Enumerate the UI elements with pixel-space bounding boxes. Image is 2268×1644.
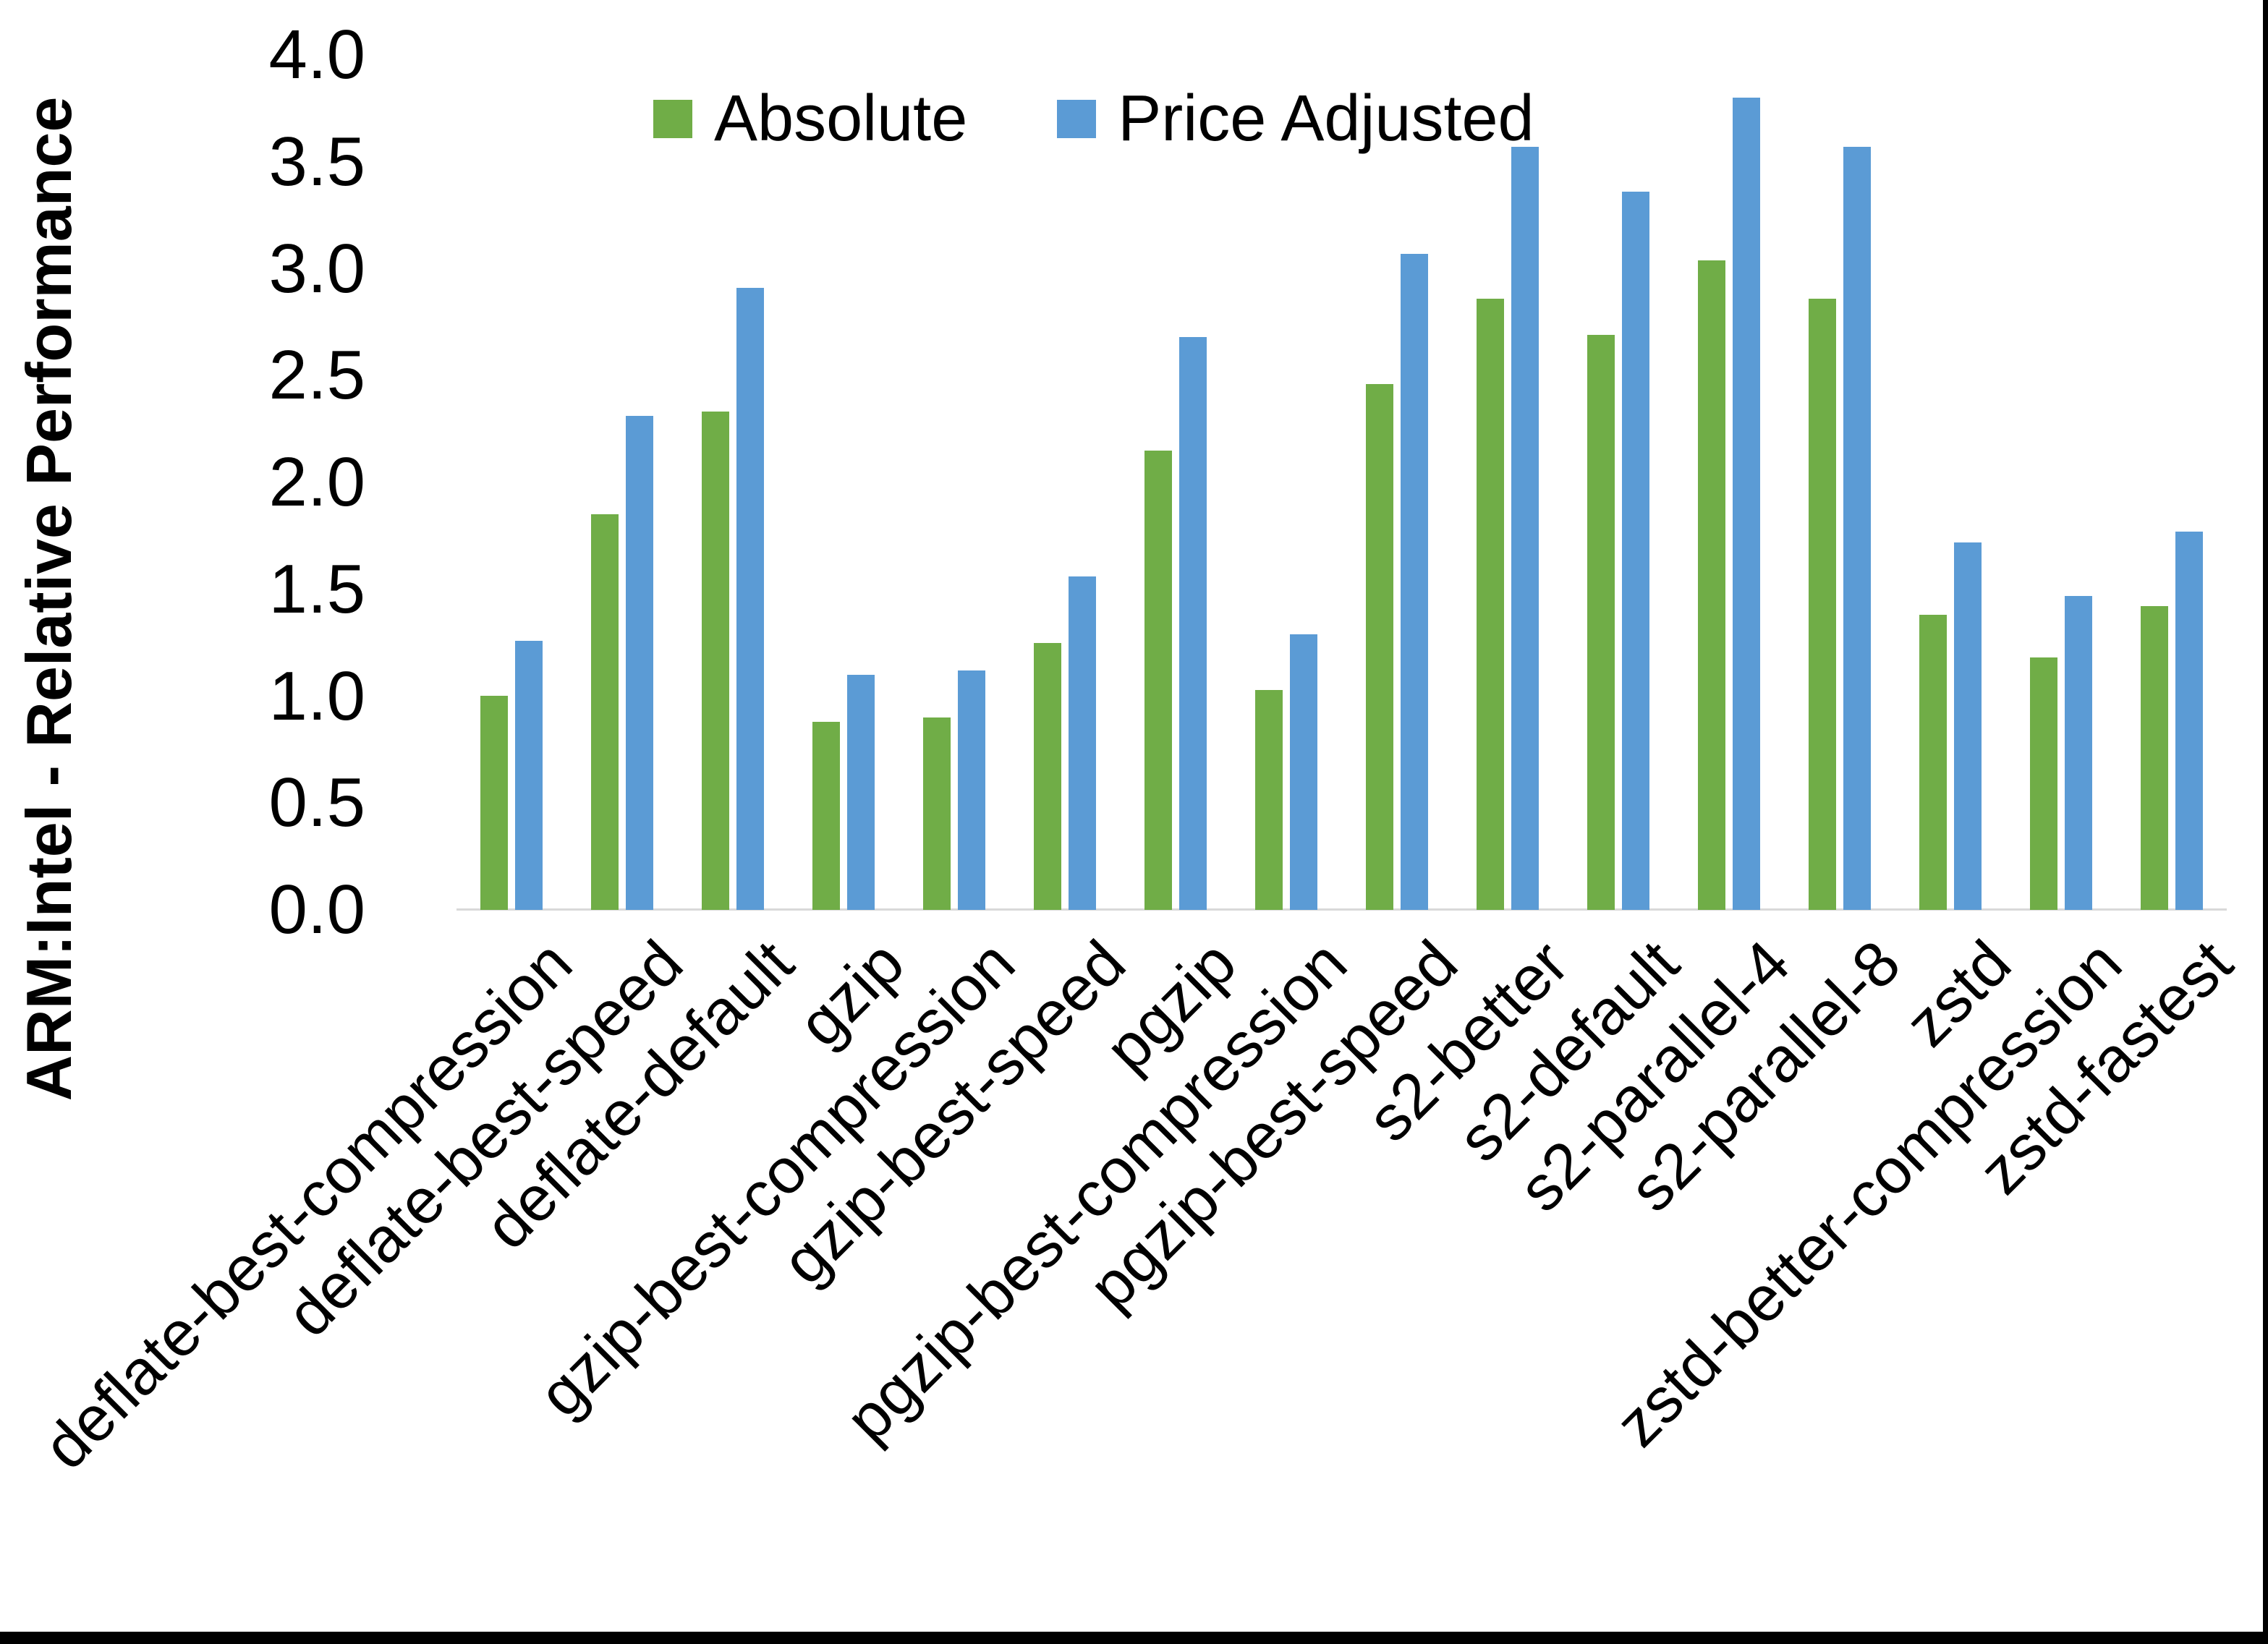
bar-absolute [480,696,508,910]
bar-price-adjusted [1179,337,1207,910]
legend: Absolute Price Adjusted [653,85,1534,152]
y-tick-label: 3.0 [268,229,365,307]
bar-price-adjusted [736,288,764,910]
bar-absolute [591,514,619,910]
y-tick-label: 2.5 [268,336,365,414]
bottom-edge-bar [0,1632,2268,1644]
bar-price-adjusted [1622,192,1649,910]
y-tick-label: 4.0 [268,16,365,93]
y-tick-label: 2.0 [268,443,365,521]
bar-absolute [2141,606,2168,910]
bar-absolute [1809,299,1836,910]
bar-price-adjusted [1511,147,1539,910]
bar-absolute [1919,615,1947,910]
bar-price-adjusted [1069,576,1096,910]
y-tick-label: 0.0 [268,871,365,948]
legend-swatch-absolute-icon [653,99,692,138]
bar-price-adjusted [2065,596,2092,910]
bar-price-adjusted [626,416,653,910]
bar-absolute [1255,690,1283,910]
bar-price-adjusted [1733,98,1760,910]
bar-absolute [2030,657,2057,910]
x-axis-line [456,908,2227,911]
bar-absolute [1034,643,1061,910]
bar-absolute [702,412,729,910]
bar-absolute [1698,260,1725,910]
bar-price-adjusted [1954,542,1982,910]
bar-price-adjusted [2175,532,2203,910]
bar-price-adjusted [1843,147,1871,910]
y-tick-label: 1.0 [268,657,365,735]
legend-swatch-price-adjusted-icon [1057,99,1097,138]
right-edge-bar [2263,0,2268,1644]
bar-absolute [1477,299,1504,910]
bar-price-adjusted [847,675,875,910]
y-tick-label: 3.5 [268,122,365,200]
bar-absolute [1144,451,1172,910]
bar-absolute [1366,384,1393,910]
y-tick-label: 0.5 [268,764,365,842]
legend-label-price-adjusted: Price Adjusted [1118,82,1534,155]
bar-price-adjusted [958,670,985,910]
bar-absolute [812,722,840,910]
y-tick-label: 1.5 [268,550,365,628]
bar-absolute [1587,335,1615,910]
bar-absolute [923,717,951,910]
legend-label-absolute: Absolute [714,82,968,155]
bar-price-adjusted [515,641,543,910]
bar-price-adjusted [1401,254,1428,910]
bar-price-adjusted [1290,634,1317,910]
